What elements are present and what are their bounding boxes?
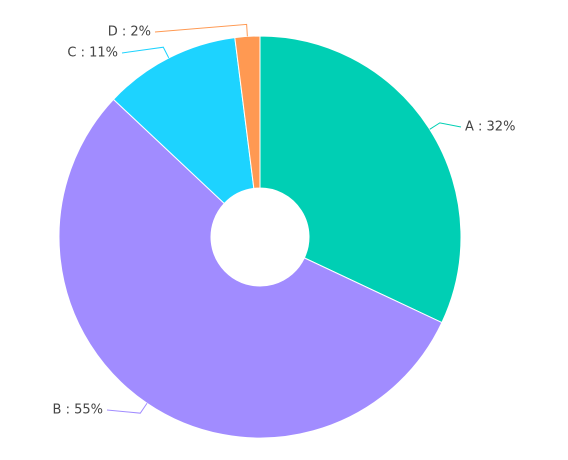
leader-line <box>154 23 248 37</box>
leader-line <box>106 402 148 414</box>
data-label: C : 11% <box>67 46 118 61</box>
data-label: A : 32% <box>465 120 515 135</box>
data-label: B : 55% <box>53 403 103 418</box>
slice <box>112 37 255 205</box>
slice <box>234 35 261 189</box>
slice <box>58 98 443 439</box>
data-label: D : 2% <box>108 25 151 40</box>
leader-line <box>121 46 170 59</box>
slice <box>259 35 462 324</box>
leader-line <box>429 122 462 130</box>
